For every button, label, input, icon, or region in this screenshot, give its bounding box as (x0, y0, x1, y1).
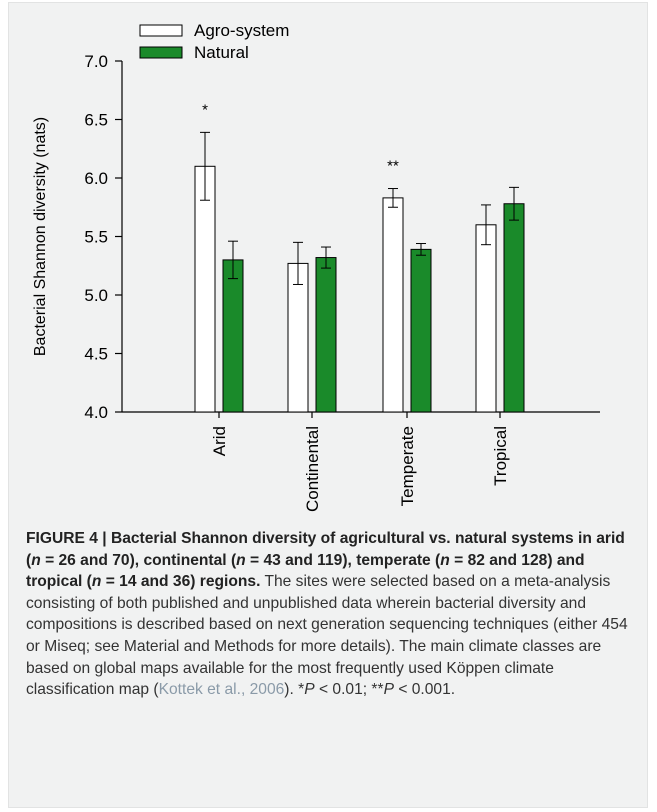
bar-natural-tropical (503, 203, 525, 413)
x-tick-label: Tropical (491, 426, 510, 486)
y-tick-label: 7.0 (84, 52, 108, 71)
bar-natural-arid (222, 259, 244, 413)
x-tick-label: Arid (210, 426, 229, 456)
citation-link[interactable]: Kottek et al., 2006 (158, 681, 285, 699)
bar-natural-temperate (410, 248, 432, 413)
y-tick-label: 6.0 (84, 169, 108, 188)
bar-agro-system-continental (287, 262, 309, 413)
bar-natural-continental (315, 257, 337, 413)
figure-caption: FIGURE 4 | Bacterial Shannon diversity o… (26, 528, 631, 701)
significance-marker: ** (387, 158, 399, 175)
bar-agro-system-temperate (382, 197, 404, 413)
legend-label: Natural (194, 43, 249, 62)
y-axis-label: Bacterial Shannon diversity (nats) (32, 117, 49, 356)
legend-swatch (139, 46, 183, 59)
bar-agro-system-arid (194, 165, 216, 413)
y-tick-label: 4.5 (84, 345, 108, 364)
y-tick-label: 5.5 (84, 228, 108, 247)
caption-tail: ). *P < 0.01; **P < 0.001. (284, 681, 456, 699)
caption-title: FIGURE 4 | Bacterial Shannon diversity o… (26, 530, 625, 591)
x-tick-label: Continental (303, 426, 322, 512)
bar-agro-system-tropical (475, 224, 497, 413)
caption-body: The sites were selected based on a meta-… (26, 573, 628, 699)
x-tick-label: Temperate (398, 426, 417, 506)
significance-marker: * (202, 101, 208, 118)
legend-swatch (139, 24, 183, 37)
legend-label: Agro-system (194, 21, 289, 40)
y-tick-label: 4.0 (84, 403, 108, 422)
bar-chart: 4.0 4.5 5.0 5.5 6.0 6.5 7.0 Bacterial Shannon d… (32, 21, 600, 512)
y-tick-label: 6.5 (84, 111, 108, 130)
y-tick-label: 5.0 (84, 286, 108, 305)
